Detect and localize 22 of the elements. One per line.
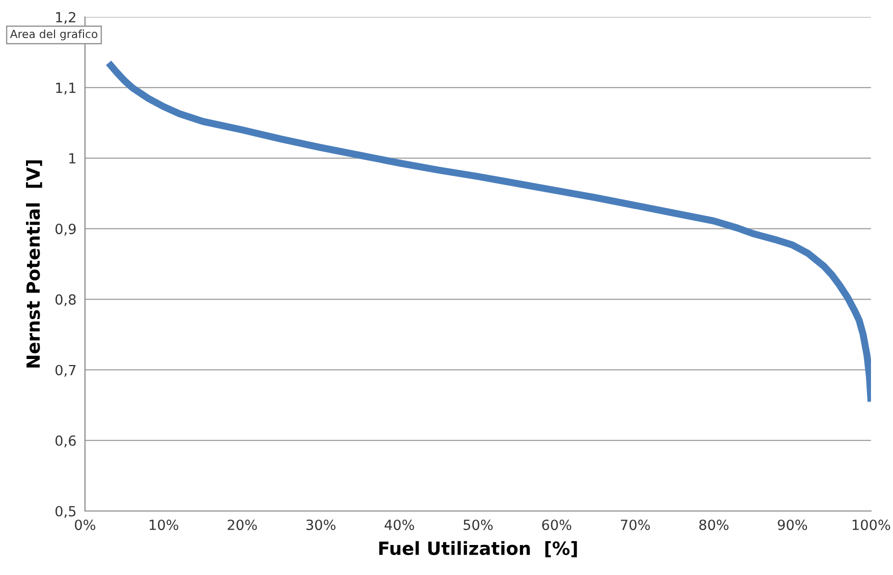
x-tick-label: 90% (778, 520, 808, 530)
y-tick-label: 0,7 (55, 364, 76, 377)
y-tick-label: 1,1 (56, 82, 76, 94)
x-tick-label: 100% (852, 520, 890, 530)
x-tick-label: 50% (464, 520, 493, 530)
x-axis-title: Fuel Utilization [%] (379, 541, 577, 558)
y-tick-label: 0,9 (55, 224, 76, 236)
y-tick-label: 1 (69, 153, 76, 164)
x-tick-label: 70% (620, 520, 650, 530)
y-tick-label: 0,6 (55, 435, 76, 448)
x-tick-label: 10% (150, 520, 178, 530)
x-tick-label: 0% (74, 520, 96, 530)
y-tick-label: 1,2 (56, 12, 76, 24)
y-axis-title: Nernst Potential [V] (26, 160, 42, 368)
x-tick-label: 60% (542, 520, 572, 530)
y-tick-label: 0,8 (55, 294, 76, 306)
annotation: Area del grafico (10, 30, 98, 40)
x-tick-label: 40% (384, 520, 414, 530)
x-tick-label: 30% (306, 520, 336, 530)
y-tick-label: 0,5 (55, 506, 76, 518)
x-tick-label: 20% (228, 520, 257, 530)
x-tick-label: 80% (699, 520, 728, 530)
